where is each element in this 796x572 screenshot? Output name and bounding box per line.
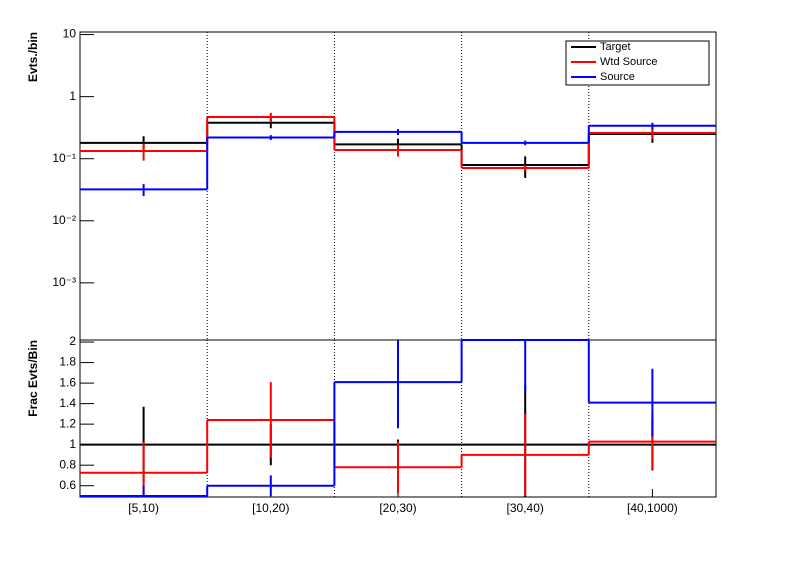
x-tick-label: [20,30) [379, 501, 416, 515]
y-tick-label: 1.2 [59, 416, 76, 430]
y-tick-label: 10⁻² [52, 213, 76, 227]
y-tick-label: 1.4 [59, 396, 76, 410]
y-tick-label: 1.6 [59, 375, 76, 389]
legend-label: Target [600, 41, 631, 53]
y-axis-title: Evts./bin [26, 32, 40, 82]
legend-label: Source [600, 71, 635, 83]
y-tick-label: 1.8 [59, 355, 76, 369]
x-tick-label: [30,40) [507, 501, 544, 515]
legend-label: Wtd Source [600, 56, 657, 68]
y-tick-label: 1 [69, 437, 76, 451]
y-tick-label: 0.6 [59, 478, 76, 492]
y-axis-title: Frac Evts/Bin [26, 340, 40, 417]
x-tick-label: [5,10) [128, 501, 159, 515]
x-tick-label: [40,1000) [627, 501, 678, 515]
x-tick-label: [10,20) [252, 501, 289, 515]
y-tick-label: 1 [69, 89, 76, 103]
y-tick-label: 2 [69, 334, 76, 348]
y-tick-label: 10 [63, 27, 77, 41]
y-tick-label: 10⁻³ [52, 275, 76, 289]
y-tick-label: 10⁻¹ [52, 151, 76, 165]
y-tick-label: 0.8 [59, 457, 76, 471]
